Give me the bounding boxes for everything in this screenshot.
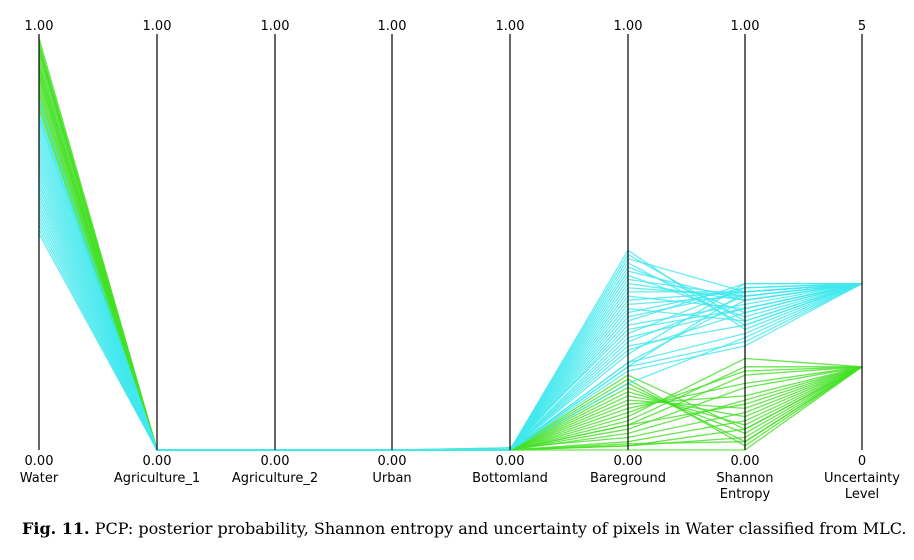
axis-min-label: 0.00 — [378, 454, 407, 469]
axis-name-label: Uncertainty — [824, 471, 900, 486]
data-polyline — [38, 75, 863, 451]
data-polyline — [38, 58, 863, 451]
data-polyline — [38, 54, 863, 451]
axis-max-label: 1.00 — [378, 19, 407, 34]
data-polyline — [38, 83, 863, 451]
data-polyline — [38, 79, 863, 451]
axis-min-label: 0.00 — [25, 454, 54, 469]
axis-max-label: 1.00 — [614, 19, 643, 34]
data-polyline — [38, 100, 863, 451]
axis-min-label: 0.00 — [731, 454, 760, 469]
data-polyline — [38, 225, 863, 451]
data-polyline — [38, 67, 863, 451]
caption-text: PCP: posterior probability, Shannon entr… — [89, 519, 907, 538]
data-polyline — [38, 162, 862, 451]
axis-name-label: Water — [20, 471, 59, 486]
axis-name-label: Bottomland — [472, 471, 548, 486]
data-polyline — [38, 204, 863, 451]
axis-name-label: Level — [845, 487, 879, 502]
axis-max-label: 1.00 — [731, 19, 760, 34]
axis-name-label: Bareground — [590, 471, 666, 486]
axis-min-label: 0.00 — [261, 454, 290, 469]
data-polyline — [38, 116, 863, 451]
axis-name-label: Urban — [372, 471, 411, 486]
axis-name-label: Agriculture_2 — [232, 471, 318, 486]
parallel-coordinates-chart: 1.00 0.00 Water 1.00 0.00 Agriculture_1 1.00 0.… — [20, 19, 900, 502]
data-polyline — [38, 100, 863, 451]
data-polyline — [38, 112, 863, 451]
axis-name-label: Entropy — [720, 487, 771, 502]
data-polyline — [38, 62, 863, 451]
data-polyline — [38, 175, 863, 451]
data-polyline — [38, 195, 863, 451]
data-polyline — [38, 116, 863, 451]
data-polyline — [38, 38, 863, 451]
data-polyline — [38, 187, 863, 451]
data-polyline — [38, 108, 863, 451]
axis-name-label: Shannon — [716, 471, 773, 486]
data-polyline — [38, 67, 862, 451]
data-polyline — [38, 233, 863, 451]
axis-min-label: 0.00 — [143, 454, 172, 469]
data-polyline — [38, 104, 863, 451]
data-polyline — [38, 71, 863, 451]
axis-max-label: 1.00 — [25, 19, 54, 34]
axis-max-label: 1.00 — [143, 19, 172, 34]
data-polyline — [38, 75, 863, 451]
axis-max-label: 5 — [858, 19, 866, 34]
axes-layer: 1.00 0.00 Water 1.00 0.00 Agriculture_1 1.00 0.… — [20, 19, 900, 502]
caption-label: Fig. 11. — [22, 519, 90, 538]
polylines-layer — [38, 38, 863, 451]
axis-max-label: 1.00 — [261, 19, 290, 34]
axis-max-label: 1.00 — [496, 19, 525, 34]
data-polyline — [38, 42, 863, 451]
axis-min-label: 0.00 — [614, 454, 643, 469]
axis-min-label: 0 — [858, 454, 866, 469]
axis-min-label: 0.00 — [496, 454, 525, 469]
figure-caption: Fig. 11. PCP: posterior probability, Sha… — [22, 519, 907, 538]
data-polyline — [38, 137, 863, 451]
axis-name-label: Agriculture_1 — [114, 471, 200, 486]
data-polyline — [38, 158, 863, 451]
